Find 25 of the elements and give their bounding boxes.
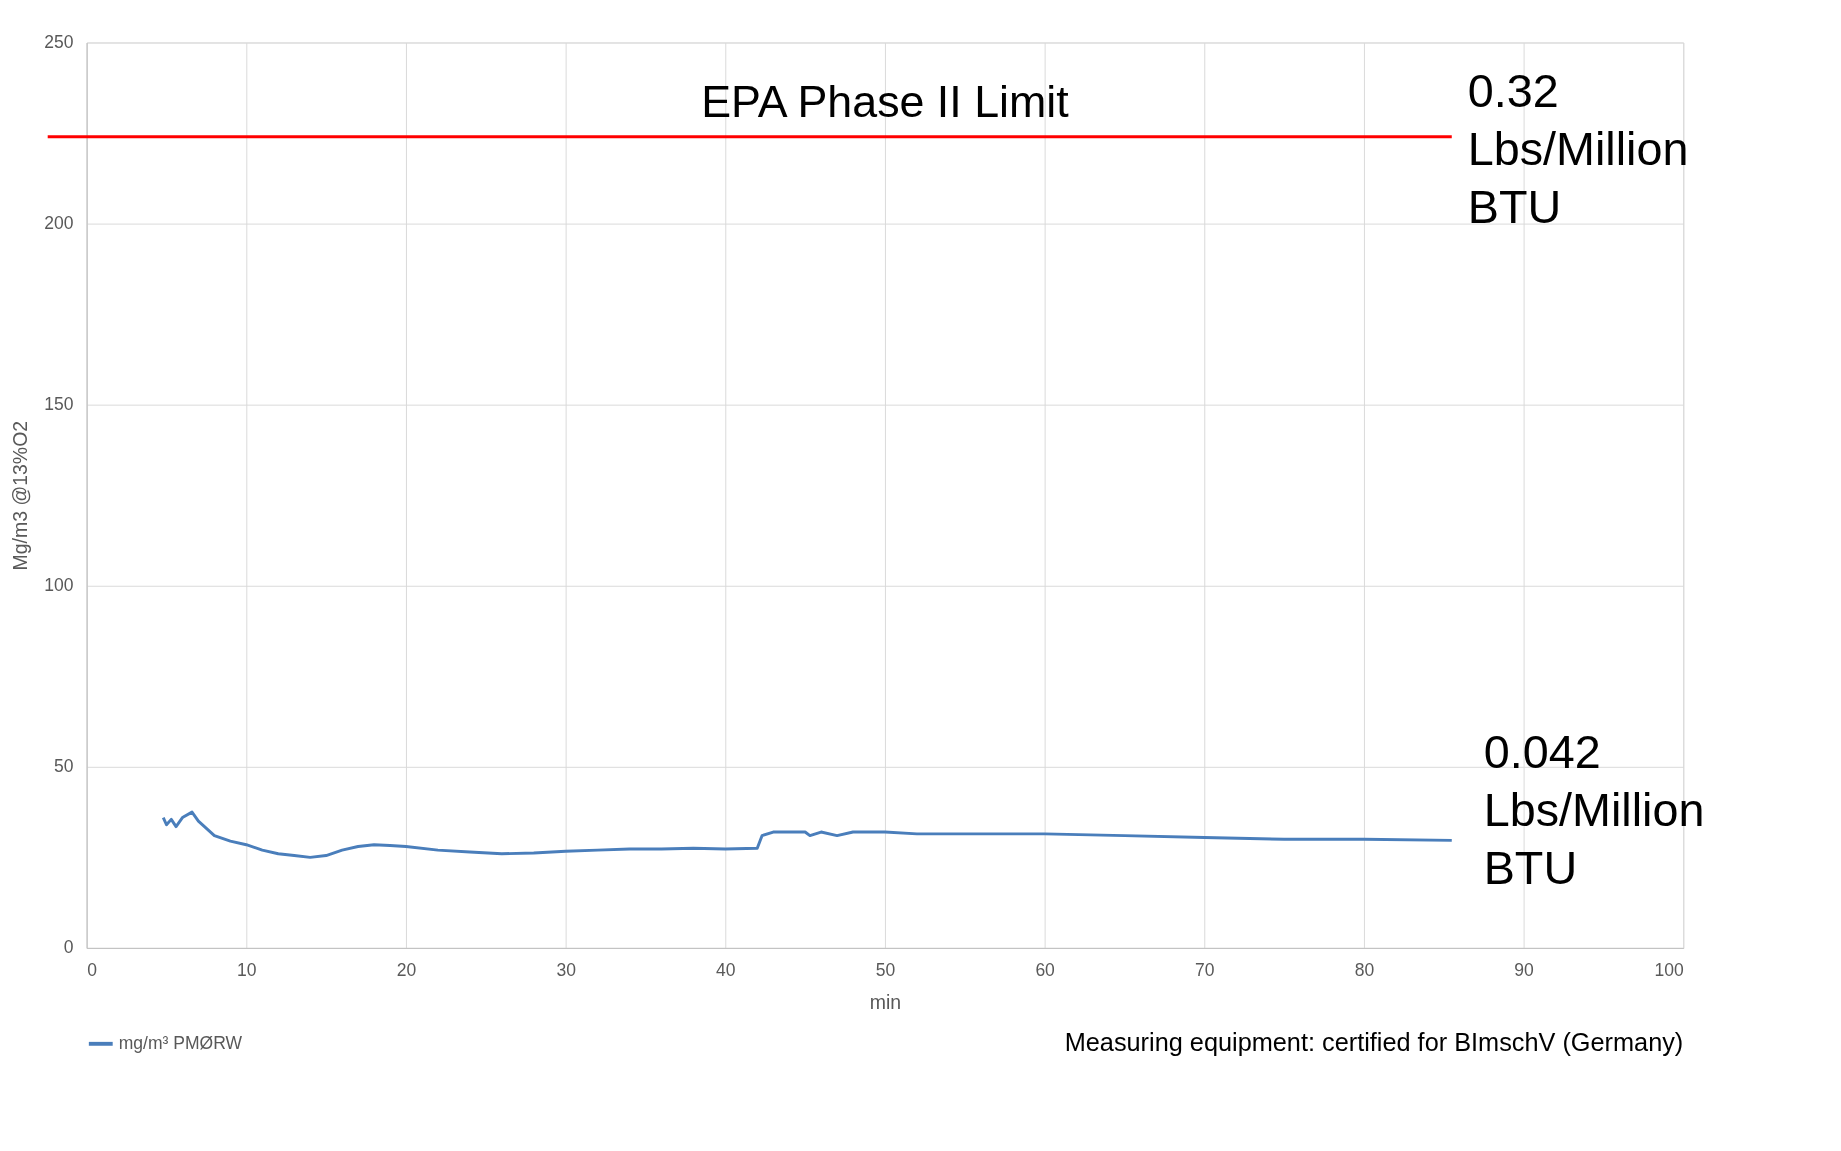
y-tick-label: 100: [44, 575, 74, 596]
x-tick-label: 80: [1354, 959, 1375, 980]
x-tick-label: 90: [1514, 959, 1535, 980]
x-tick-label: 70: [1195, 959, 1215, 980]
y-tick-label: 200: [44, 212, 74, 233]
x-tick-label: 40: [716, 959, 736, 980]
y-tick-label: 150: [44, 394, 74, 415]
y-axis-title: Mg/m3 @13%O2: [8, 420, 31, 571]
x-tick-label: 50: [875, 959, 896, 980]
annotation: 0.042 Lbs/Million BTU: [1483, 725, 1705, 895]
x-tick-label: 10: [237, 959, 257, 980]
x-tick-label: 20: [396, 959, 417, 980]
legend-label: mg/m³ PMØRW: [118, 1032, 243, 1053]
x-tick-label: 30: [556, 959, 577, 980]
x-tick-label: 0: [87, 959, 98, 980]
line-series: [161, 810, 1454, 859]
y-tick-label: 50: [54, 756, 74, 777]
x-tick-label: 100: [1654, 959, 1685, 980]
annotation: 0.32 Lbs/Million BTU: [1467, 64, 1689, 234]
ref-line-label: EPA Phase II Limit: [701, 76, 1070, 127]
y-tick-label: 250: [44, 31, 74, 52]
x-axis-title: min: [869, 990, 902, 1013]
y-tick-label: 0: [63, 937, 74, 958]
x-tick-label: 60: [1035, 959, 1056, 980]
text: Measuring equipment: certified for BImschV (Germany): [1064, 1028, 1684, 1057]
